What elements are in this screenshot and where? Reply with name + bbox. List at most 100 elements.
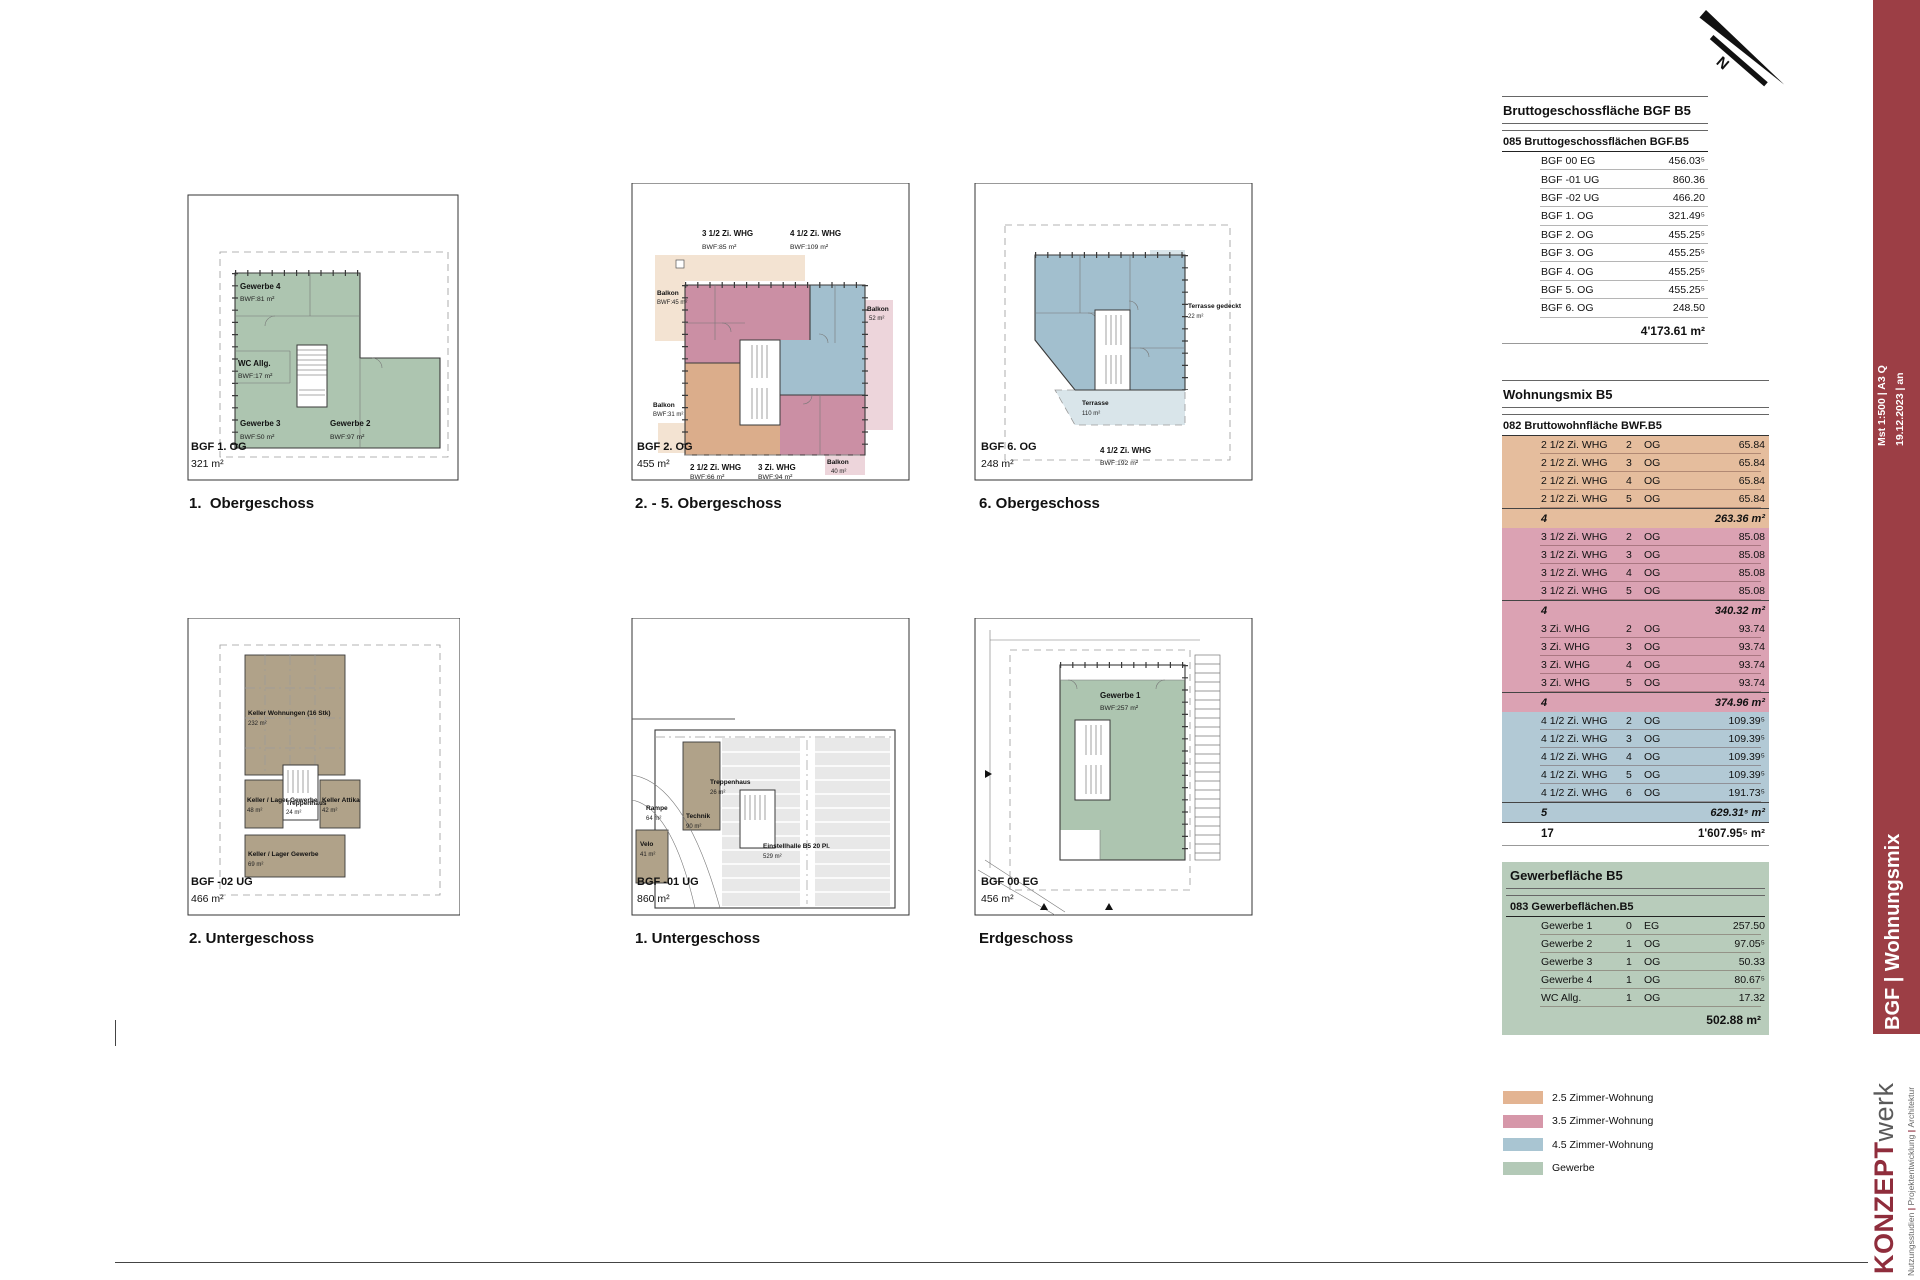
mix-row-floor-label: OG <box>1644 733 1661 745</box>
north-letter: N <box>1713 53 1732 73</box>
plan-heading: 2. Untergeschoss <box>189 930 315 947</box>
balcony-area: 40 m² <box>831 469 846 475</box>
mix-row: 3 1/2 Zi. WHG 3 OG 85.08 <box>1502 546 1769 564</box>
plan-caption-area: 860 m² <box>637 893 670 905</box>
mix-subtotal-value: 340.32 m² <box>1714 604 1765 617</box>
table-mix-rows: 2 1/2 Zi. WHG 2 OG 65.84 2 1/2 Zi. WHG 3 OG 65.… <box>1502 435 1769 822</box>
plan-caption: BGF -02 UG <box>191 876 253 888</box>
stair-treads <box>744 795 766 820</box>
mix-row-value: 65.84 <box>1738 475 1765 487</box>
table-gewerbe: Gewerbefläche B5 083 Gewerbeflächen.B5 G… <box>1502 862 1769 1035</box>
balcony-area: BWF:31 m² <box>653 412 683 418</box>
stair-core <box>296 344 328 408</box>
mix-row-floor: 5 <box>1626 585 1632 597</box>
bgf-row: BGF 6. OG 248.50 <box>1502 299 1708 318</box>
parcel-boundary <box>219 644 441 896</box>
legend-label: 4.5 Zimmer-Wohnung <box>1552 1138 1654 1151</box>
mix-row-floor-label: OG <box>1644 751 1661 763</box>
sheet-date: 19.12.2023 | an <box>1894 372 1906 446</box>
table-gewerbe-rows: Gewerbe 1 0 EG 257.50 Gewerbe 2 1 OG 97.05⁵ Gewe… <box>1502 917 1769 1007</box>
mix-row-type: 4 1/2 Zi. WHG <box>1541 751 1608 763</box>
gewerbe-row-floor: 1 <box>1626 974 1632 986</box>
brand-tagline: Nutzungsstudien | Projektentwicklung | A… <box>1906 1086 1916 1276</box>
keller-lager-gewerbe-1 <box>244 779 284 829</box>
table-wohnungsmix: Wohnungsmix B5 082 Bruttowohnfläche BWF.… <box>1502 380 1769 846</box>
gewerbe-row-floor-label: OG <box>1644 974 1661 986</box>
gewerbe-row-value: 17.32 <box>1738 992 1765 1004</box>
room-label: Treppenhaus <box>710 779 751 786</box>
mix-row-floor: 3 <box>1626 457 1632 469</box>
mix-row-type: 2 1/2 Zi. WHG <box>1541 493 1608 505</box>
mix-row-floor-label: OG <box>1644 787 1661 799</box>
gewerbe-row-floor-label: EG <box>1644 920 1660 932</box>
balcony-label: Balkon <box>867 306 889 313</box>
grid-lines <box>245 655 345 775</box>
mix-subtotal-count: 5 <box>1541 806 1548 819</box>
mix-row: 2 1/2 Zi. WHG 5 OG 65.84 <box>1502 490 1769 508</box>
balcony-area: 52 m² <box>869 316 884 322</box>
gewerbe-row-floor-label: OG <box>1644 956 1661 968</box>
floorplan-1-og: Gewerbe 4 BWF:81 m² WC Allg. BWF:17 m² G… <box>187 194 459 481</box>
bgf-row-value: 455.25⁵ <box>1668 283 1705 296</box>
mix-row-floor-label: OG <box>1644 641 1661 653</box>
table-title: Bruttogeschossfläche BGF B5 <box>1503 103 1691 118</box>
mix-subtotal-count: 4 <box>1541 604 1548 617</box>
sheet-title: BGF | Wohnungsmix <box>1882 833 1904 1030</box>
room-area: 232 m² <box>248 721 267 727</box>
terrace-band <box>1055 390 1185 425</box>
terrace-label: Terrasse gedeckt <box>1188 303 1242 310</box>
table-gewerbe-total: 502.88 m² <box>1706 1013 1761 1027</box>
apartment-2-5zi <box>685 363 780 455</box>
stair-core <box>739 789 776 849</box>
mix-row-floor: 2 <box>1626 623 1632 635</box>
neighbor-hatch-strip <box>1194 654 1221 861</box>
plan-caption-area: 321 m² <box>191 458 224 470</box>
legend-swatch <box>1503 1114 1543 1128</box>
apartment-4-5zi <box>780 285 865 395</box>
balcony-bottom-right <box>825 455 865 475</box>
room-area: 64 m² <box>646 816 661 822</box>
bgf-row-label: BGF 4. OG <box>1541 265 1594 278</box>
table-title: Wohnungsmix B5 <box>1503 387 1613 402</box>
table-bgf-rows: BGF 00 EG 456.03⁵ BGF -01 UG 860.36 BGF -02 … <box>1502 152 1708 318</box>
bgf-row: BGF -02 UG 466.20 <box>1502 189 1708 208</box>
brand-logo: KONZEPTwerk <box>1869 1042 1900 1274</box>
mix-row-floor-label: OG <box>1644 531 1661 543</box>
plan-caption: BGF 1. OG <box>191 441 247 453</box>
room-label: Keller / Lager Gewerbe <box>247 797 318 804</box>
tagline-part: Projektentwicklung <box>1906 1134 1916 1206</box>
mix-row-floor-label: OG <box>1644 567 1661 579</box>
mix-row-value: 85.08 <box>1738 531 1765 543</box>
mix-subtotal: 4 263.36 m² <box>1502 508 1769 528</box>
bgf-row: BGF 3. OG 455.25⁵ <box>1502 244 1708 263</box>
legend-swatch <box>1503 1138 1543 1152</box>
gewerbe-row-floor: 1 <box>1626 956 1632 968</box>
mix-row: 4 1/2 Zi. WHG 4 OG 109.39⁵ <box>1502 748 1769 766</box>
bgf-row-value: 248.50 <box>1672 302 1705 315</box>
bgf-row-label: BGF 00 EG <box>1541 155 1596 168</box>
plan-caption-area: 455 m² <box>637 458 670 470</box>
gewerbe-row-value: 97.05⁵ <box>1734 938 1765 950</box>
bgf-row-label: BGF -01 UG <box>1541 173 1600 186</box>
table-mix-grand-total: 17 1'607.95⁵ m² <box>1502 822 1769 845</box>
viewport-frame <box>974 183 1253 481</box>
mix-row-floor: 5 <box>1626 677 1632 689</box>
unit-label: 2 1/2 Zi. WHG <box>690 463 741 472</box>
mix-row: 2 1/2 Zi. WHG 3 OG 65.84 <box>1502 454 1769 472</box>
bgf-row: BGF 1. OG 321.49⁵ <box>1502 207 1708 226</box>
room-label: Einstellhalle B5 20 Pl. <box>763 843 830 850</box>
room-label: Rampe <box>646 805 668 812</box>
plan-heading: Erdgeschoss <box>979 930 1074 947</box>
plan-caption: BGF 00 EG <box>981 876 1039 888</box>
plan-caption: BGF -01 UG <box>637 876 699 888</box>
table-subtitle: 085 Bruttogeschossflächen BGF.B5 <box>1503 136 1689 148</box>
plan-heading: 2. - 5. Obergeschoss <box>635 495 782 512</box>
mix-row-type: 4 1/2 Zi. WHG <box>1541 769 1608 781</box>
building-outline <box>654 729 896 909</box>
room-area: BWF:257 m² <box>1100 705 1139 712</box>
mix-row-type: 2 1/2 Zi. WHG <box>1541 475 1608 487</box>
gewerbe-row-type: Gewerbe 4 <box>1541 974 1593 986</box>
floorplan-eg: Gewerbe 1 BWF:257 m² <box>974 618 1253 916</box>
mix-subtotal-value: 629.31⁵ m² <box>1710 806 1765 819</box>
plan-heading: 1. Obergeschoss <box>189 495 315 512</box>
